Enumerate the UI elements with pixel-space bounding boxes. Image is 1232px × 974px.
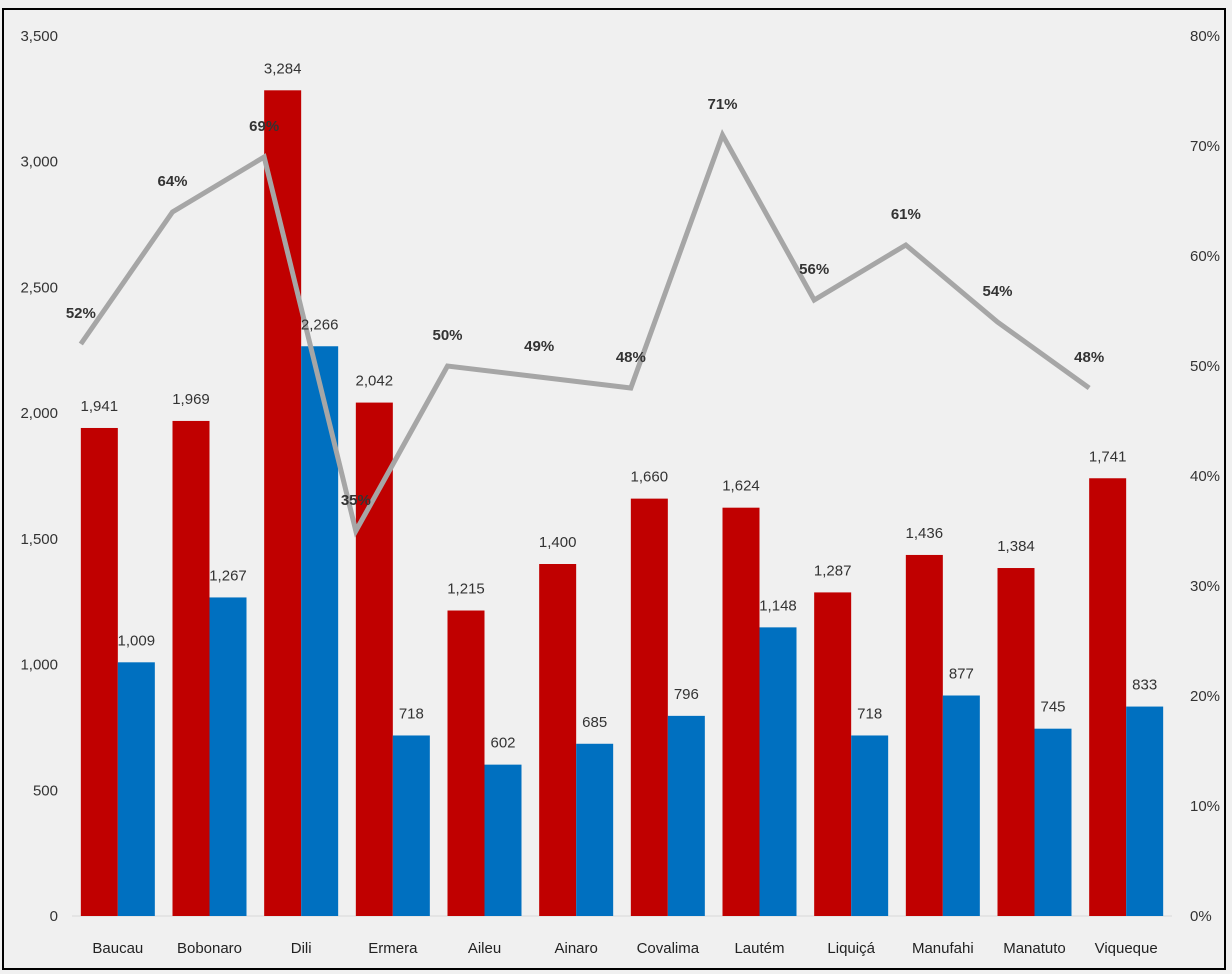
line-series — [78, 128, 1091, 538]
pct-labels-group: 52% 64% 69% 35% 50% 49% 48% 71% 56% 61% 54% 48% — [66, 96, 1104, 509]
bar-series1 — [172, 420, 210, 916]
category-label: Aileu — [468, 940, 501, 957]
bar-series2 — [667, 715, 705, 916]
bar-labels-group: 1,941 1,009 1,969 1,267 3,284 2,266 2,042 718 1,… — [81, 60, 1158, 751]
data-label-series2: 796 — [674, 686, 699, 703]
data-label-percent: 52% — [66, 305, 96, 322]
category-label: Bobonaro — [177, 940, 242, 957]
y-tick-label: 1,500 — [20, 531, 58, 548]
data-label-series1: 1,741 — [1089, 448, 1127, 465]
y-tick-label: 0 — [50, 908, 58, 925]
bar-series2 — [576, 743, 614, 916]
bar-series2 — [117, 662, 155, 916]
y2-tick-label: 70% — [1190, 138, 1220, 155]
y-axis-right: 0% 10% 20% 30% 40% 50% 60% 70% 80% — [1190, 28, 1220, 925]
data-label-series2: 745 — [1040, 699, 1065, 716]
bar-series2 — [759, 627, 797, 916]
y2-tick-label: 10% — [1190, 798, 1220, 815]
bar-series1 — [630, 498, 668, 916]
line-series-group — [78, 128, 1091, 538]
data-label-series1: 1,215 — [447, 581, 485, 598]
category-label: Manufahi — [912, 940, 974, 957]
y-tick-label: 500 — [33, 782, 58, 799]
data-label-percent: 71% — [707, 96, 737, 113]
bar-series2 — [1126, 706, 1164, 916]
bar-series1 — [355, 402, 393, 916]
data-label-percent: 64% — [157, 173, 187, 190]
data-label-series2: 718 — [399, 705, 424, 722]
data-label-series1: 1,660 — [631, 469, 669, 486]
category-label: Baucau — [92, 940, 143, 957]
data-label-series1: 3,284 — [264, 60, 302, 77]
data-label-percent: 50% — [432, 327, 462, 344]
y2-tick-label: 40% — [1190, 468, 1220, 485]
category-label: Ermera — [368, 940, 418, 957]
data-label-series2: 877 — [949, 665, 974, 682]
data-label-percent: 48% — [1074, 349, 1104, 366]
bar-series2 — [851, 735, 889, 916]
data-label-series1: 1,400 — [539, 534, 577, 551]
bar-series2 — [209, 597, 247, 916]
bar-series1 — [80, 427, 118, 916]
y-tick-label: 3,000 — [20, 154, 58, 171]
bar-series1 — [539, 564, 577, 916]
data-label-percent: 54% — [982, 283, 1012, 300]
data-label-series1: 1,384 — [997, 538, 1035, 555]
y-tick-label: 2,500 — [20, 279, 58, 296]
data-label-series2: 1,009 — [118, 632, 156, 649]
y-tick-label: 1,000 — [20, 657, 58, 674]
data-label-series1: 1,624 — [722, 478, 760, 495]
bar-series1 — [447, 610, 485, 916]
data-label-series2: 718 — [857, 705, 882, 722]
data-label-series1: 1,941 — [81, 398, 119, 415]
y2-tick-label: 60% — [1190, 248, 1220, 265]
data-label-percent: 35% — [341, 492, 371, 509]
data-label-percent: 49% — [524, 338, 554, 355]
data-label-series1: 2,042 — [356, 373, 394, 390]
data-label-series2: 833 — [1132, 677, 1157, 694]
bar-series2 — [484, 764, 522, 916]
y2-tick-label: 80% — [1190, 28, 1220, 45]
bars-group — [80, 90, 1164, 917]
bar-series2 — [942, 695, 980, 916]
bar-series1 — [1089, 478, 1127, 916]
y-axis-left: 0 500 1,000 1,500 2,000 2,500 3,000 3,500 — [20, 28, 58, 925]
category-label: Covalima — [637, 940, 700, 957]
category-label: Dili — [291, 940, 312, 957]
bar-series1 — [997, 568, 1035, 916]
bar-series1 — [905, 554, 943, 916]
y-tick-label: 2,000 — [20, 405, 58, 422]
bar-series1 — [264, 90, 302, 916]
data-label-series2: 685 — [582, 714, 607, 731]
bar-series2 — [1034, 728, 1072, 916]
category-label: Manatuto — [1003, 940, 1066, 957]
y2-tick-label: 20% — [1190, 688, 1220, 705]
data-label-percent: 61% — [891, 206, 921, 223]
y2-tick-label: 0% — [1190, 908, 1212, 925]
category-label: Viqueque — [1095, 940, 1158, 957]
y2-tick-label: 30% — [1190, 578, 1220, 595]
data-label-percent: 56% — [799, 261, 829, 278]
category-label: Liquiçá — [827, 940, 875, 957]
y2-tick-label: 50% — [1190, 358, 1220, 375]
data-label-series2: 1,267 — [209, 567, 247, 584]
category-labels-group: Baucau Bobonaro Dili Ermera Aileu Ainaro Coval… — [92, 940, 1157, 957]
y-tick-label: 3,500 — [20, 28, 58, 45]
bar-series1 — [722, 507, 760, 916]
data-label-series1: 1,436 — [906, 525, 944, 542]
data-label-series1: 1,287 — [814, 562, 852, 579]
category-label: Ainaro — [554, 940, 597, 957]
data-label-series2: 1,148 — [759, 597, 797, 614]
category-label: Lautém — [734, 940, 784, 957]
data-label-series1: 1,969 — [172, 391, 210, 408]
bar-series1 — [814, 592, 852, 916]
data-label-percent: 48% — [616, 349, 646, 366]
data-label-percent: 69% — [249, 118, 279, 135]
data-label-series2: 602 — [490, 735, 515, 752]
bar-series2 — [392, 735, 430, 916]
data-label-series2: 2,266 — [301, 316, 339, 333]
